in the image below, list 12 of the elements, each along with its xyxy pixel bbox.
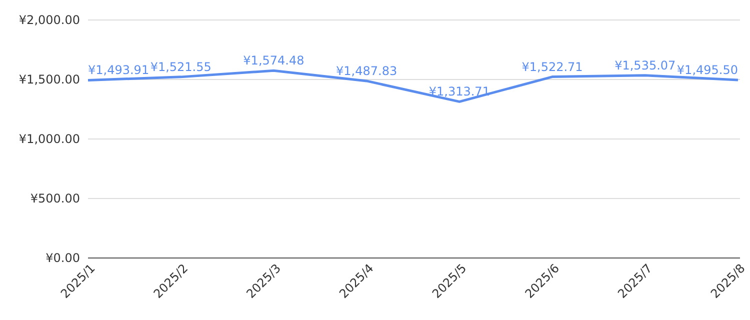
data-label: ¥1,574.48: [243, 54, 304, 68]
y-tick-label: ¥1,000.00: [18, 132, 80, 146]
data-label: ¥1,487.83: [336, 64, 398, 78]
y-tick-label: ¥0.00: [46, 250, 80, 265]
y-tick-label: ¥500.00: [30, 191, 80, 206]
data-label: ¥1,522.71: [522, 60, 583, 74]
data-label: ¥1,495.50: [676, 63, 738, 78]
y-tick-label: ¥1,500.00: [18, 72, 80, 86]
y-tick-label: ¥2,000.00: [18, 12, 80, 27]
data-label: ¥1,535.07: [614, 58, 676, 72]
data-label: ¥1,493.91: [88, 63, 150, 78]
data-label: ¥1,521.55: [150, 60, 212, 74]
